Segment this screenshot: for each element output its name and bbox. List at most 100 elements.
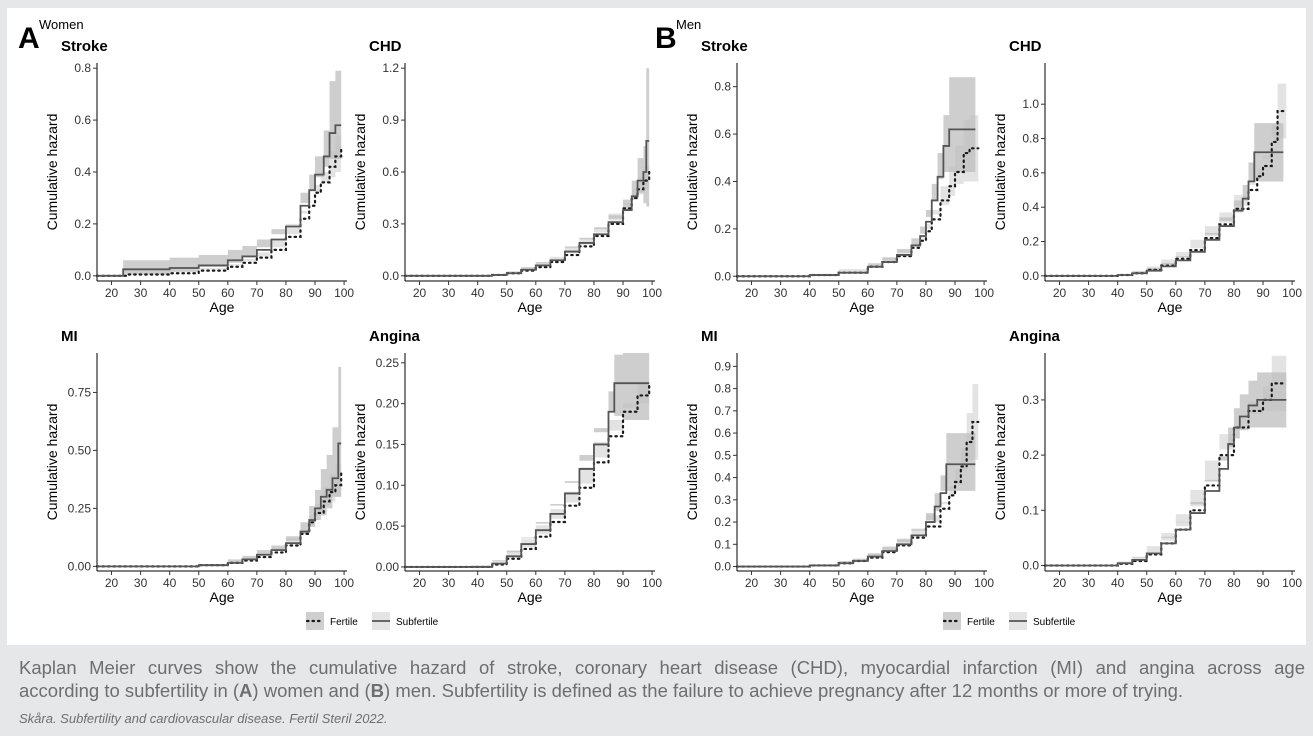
y-tick-label: 0.8 xyxy=(714,382,731,396)
x-tick-label: 70 xyxy=(1198,576,1212,590)
chart-men-chd: CHD 20 30 40 50 60 70 80 90 100 0.0 0.2 0.4 0.6 0.8 1.0… xyxy=(992,38,1302,315)
y-tick-label: 1.0 xyxy=(1022,97,1039,111)
y-tick-label: 0.0 xyxy=(74,269,91,283)
series-line-fertile xyxy=(735,420,980,568)
legend-b: Fertile Subfertile xyxy=(942,612,1076,630)
x-tick-label: 20 xyxy=(1053,576,1067,590)
legend-label-subfertile: Subfertile xyxy=(396,617,439,628)
x-tick-label: 30 xyxy=(774,576,788,590)
ci-band-subfertile xyxy=(97,366,342,567)
y-tick-label: 0.2 xyxy=(1022,235,1039,249)
series-line-subfertile xyxy=(1045,399,1287,567)
x-tick-label: 80 xyxy=(1227,286,1241,300)
y-tick-label: 0.9 xyxy=(714,359,731,373)
x-axis-label: Age xyxy=(210,589,235,605)
group-label-b: Men xyxy=(676,17,701,32)
x-tick-label: 20 xyxy=(745,576,759,590)
x-tick-label: 80 xyxy=(587,576,601,590)
caption-line-1: Kaplan Meier curves show the cumulative … xyxy=(19,657,1305,678)
ci-band-subfertile xyxy=(405,353,650,567)
x-axis-label: Age xyxy=(1158,589,1183,605)
y-tick-label: 0.3 xyxy=(382,217,399,231)
y-tick-label: 0.3 xyxy=(1022,393,1039,407)
y-axis-label: Cumulative hazard xyxy=(992,114,1008,231)
x-tick-label: 40 xyxy=(471,286,485,300)
x-tick-label: 30 xyxy=(134,286,148,300)
ci-band-fertile xyxy=(97,450,342,567)
series-line-fertile xyxy=(403,170,651,277)
y-axis-label: Cumulative hazard xyxy=(352,404,368,521)
series-line-fertile xyxy=(95,144,343,277)
citation: Skåra. Subfertility and cardiovascular d… xyxy=(19,711,388,726)
ci-band-subfertile xyxy=(97,70,342,276)
x-tick-label: 100 xyxy=(334,286,354,300)
legend-label-fertile: Fertile xyxy=(967,617,995,628)
x-tick-label: 30 xyxy=(442,576,456,590)
chart-women-stroke: Stroke 20 30 40 50 60 70 80 90 100 0.0 0.2 0.4 0.6 0.8… xyxy=(44,38,354,315)
ci-band-subfertile xyxy=(1045,123,1284,276)
x-tick-label: 40 xyxy=(1111,286,1125,300)
ci-band-subfertile xyxy=(737,77,976,277)
x-tick-label: 50 xyxy=(192,286,206,300)
x-tick-label: 100 xyxy=(974,576,994,590)
caption-letter-b: B xyxy=(370,680,385,701)
x-tick-label: 30 xyxy=(774,286,788,300)
chart-title: Stroke xyxy=(701,38,748,55)
panel-letter-a: A xyxy=(18,22,40,55)
ci-band-subfertile xyxy=(1045,372,1287,566)
caption-text-a: according to subfertility in ( xyxy=(19,680,240,701)
y-tick-label: 0.1 xyxy=(1022,503,1039,517)
y-tick-label: 0.7 xyxy=(714,404,731,418)
x-tick-label: 40 xyxy=(1111,576,1125,590)
x-tick-label: 60 xyxy=(221,576,235,590)
x-tick-label: 70 xyxy=(1198,286,1212,300)
ci-band-subfertile xyxy=(737,433,976,567)
x-tick-label: 70 xyxy=(250,286,264,300)
series-line-fertile xyxy=(735,147,980,278)
caption-text-b: ) women and ( xyxy=(252,680,371,701)
legend-a: Fertile Subfertile xyxy=(305,612,439,630)
x-tick-label: 90 xyxy=(308,576,322,590)
series-line-subfertile xyxy=(737,463,976,568)
y-axis-label: Cumulative hazard xyxy=(684,114,700,231)
x-tick-label: 20 xyxy=(1053,286,1067,300)
chart-title: Angina xyxy=(1009,328,1060,345)
y-axis-label: Cumulative hazard xyxy=(44,114,60,231)
x-tick-label: 60 xyxy=(529,286,543,300)
series-line-fertile xyxy=(95,472,343,568)
x-tick-label: 20 xyxy=(413,576,427,590)
chart-men-stroke: Stroke 20 30 40 50 60 70 80 90 100 0.0 0.2 0.4 0.6 0.8… xyxy=(684,38,994,315)
x-tick-label: 90 xyxy=(948,286,962,300)
y-tick-label: 0.1 xyxy=(714,537,731,551)
y-tick-label: 0.2 xyxy=(1022,448,1039,462)
series-line-subfertile xyxy=(737,128,976,278)
legend-label-subfertile: Subfertile xyxy=(1033,617,1076,628)
x-axis-label: Age xyxy=(518,299,543,315)
y-tick-label: 0.10 xyxy=(376,478,400,492)
caption-line-2: according to subfertility in (A) women a… xyxy=(19,679,1305,702)
y-tick-label: 0.9 xyxy=(382,113,399,127)
x-tick-label: 30 xyxy=(442,286,456,300)
y-axis-label: Cumulative hazard xyxy=(44,404,60,521)
y-tick-label: 0.0 xyxy=(1022,269,1039,283)
series-line-subfertile xyxy=(405,139,650,277)
chart-women-mi: MI 20 30 40 50 60 70 80 90 100 0.00 0.25 0.50 0.75 Age… xyxy=(44,328,354,605)
series-line-subfertile xyxy=(1045,151,1284,277)
x-tick-label: 80 xyxy=(279,286,293,300)
y-tick-label: 0.20 xyxy=(376,397,400,411)
x-tick-label: 60 xyxy=(529,576,543,590)
chart-women-chd: CHD 20 30 40 50 60 70 80 90 100 0.0 0.3 0.6 0.9 1.2 Age… xyxy=(352,38,662,315)
x-axis-label: Age xyxy=(850,299,875,315)
x-tick-label: 80 xyxy=(919,576,933,590)
x-tick-label: 80 xyxy=(919,286,933,300)
y-tick-label: 0.4 xyxy=(74,165,91,179)
y-tick-label: 0.2 xyxy=(74,217,91,231)
chart-men-angina: Angina 20 30 40 50 60 70 80 90 100 0.0 0.1 0.2 0.3 Age… xyxy=(992,328,1302,605)
figure-panel: A Women Fertile Subfertile B Men Fertile Subfer… xyxy=(7,8,1306,645)
x-tick-label: 80 xyxy=(279,576,293,590)
x-tick-label: 40 xyxy=(803,286,817,300)
x-tick-label: 100 xyxy=(642,576,662,590)
series-line-subfertile xyxy=(97,442,342,568)
series-line-subfertile xyxy=(97,124,342,277)
x-tick-label: 100 xyxy=(1282,286,1302,300)
